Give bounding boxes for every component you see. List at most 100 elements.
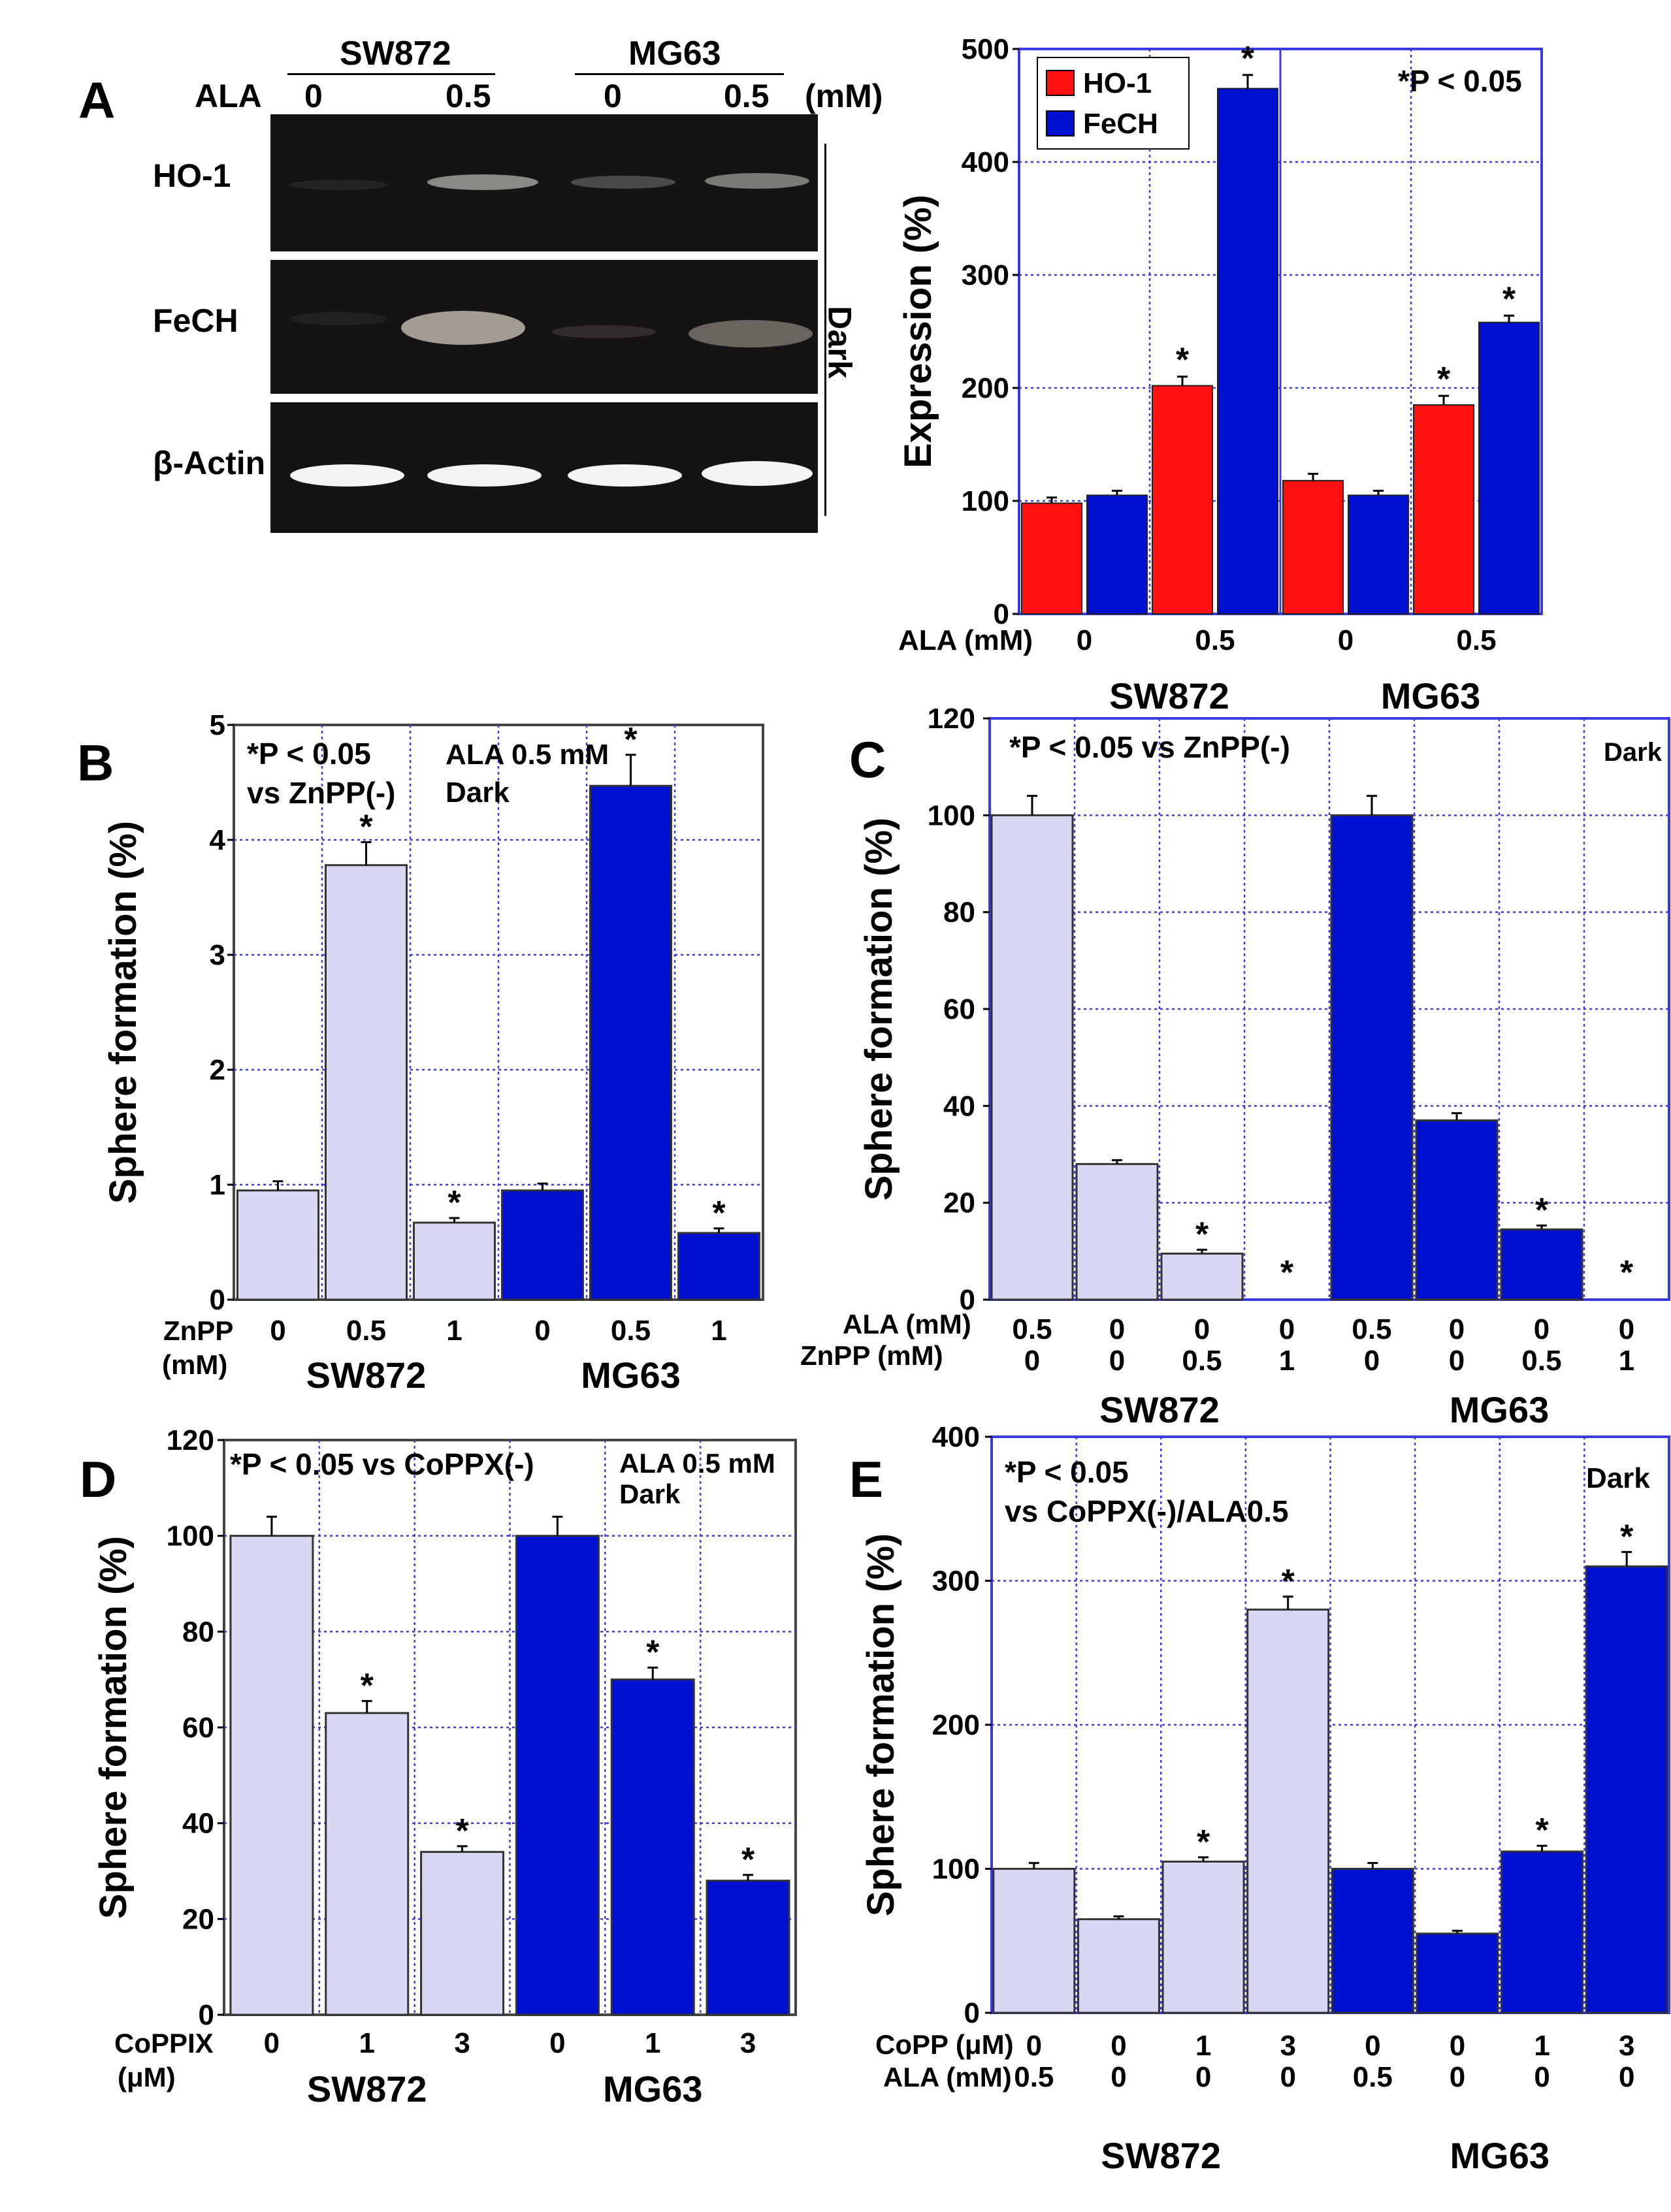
- y-tick-label-d-0: 0: [199, 1999, 214, 2031]
- row-label-c-0: ALA (mM): [843, 1309, 971, 1339]
- x-cat-label-b-1-0: 0.5: [346, 1315, 386, 1347]
- bar-b-1: [325, 864, 408, 1301]
- x-cat-label-d-4-0: 1: [645, 2027, 660, 2059]
- sig-star-b-4: *: [624, 721, 638, 759]
- x-prefix-a-chart: ALA (mM): [898, 624, 1033, 656]
- bar-e-3: [1246, 1609, 1330, 2014]
- annotation-e-1: vs CoPPX(-)/ALA0.5: [1005, 1494, 1289, 1528]
- group-line-sw872: [287, 73, 495, 75]
- y-tick-label-a-chart-3: 300: [962, 259, 1009, 291]
- bar-a-chart-fech-3: [1478, 321, 1540, 615]
- band-ho1-lane3: [571, 176, 675, 189]
- annotation-a-chart: *P < 0.05: [1398, 64, 1522, 98]
- sig-star-d-1: *: [361, 1667, 374, 1705]
- group-label-c-0: SW872: [1099, 1389, 1220, 1430]
- y-tick-label-c-4: 80: [943, 897, 975, 929]
- bar-d-1: [325, 1712, 410, 2016]
- x-cat-label-e-7-1: 0: [1619, 2061, 1634, 2093]
- y-tick-label-c-1: 20: [943, 1187, 975, 1219]
- ala-lane-label: ALA: [195, 78, 262, 114]
- y-tick-label-b-5: 5: [210, 709, 225, 741]
- conc-unit: (mM): [805, 78, 883, 114]
- band-fech-lane1: [290, 312, 388, 325]
- legend-swatch-fech: [1046, 110, 1075, 136]
- annotation-c-0: *P < 0.05 vs ZnPP(-): [1009, 730, 1290, 764]
- row-label-e-1: ALA (mM): [883, 2062, 1012, 2092]
- lane-conc-3: 0: [604, 78, 622, 114]
- band-ho1-lane2: [427, 174, 538, 190]
- lane-conc-2: 0.5: [446, 78, 491, 114]
- bar-e-0: [992, 1868, 1076, 2014]
- bar-a-chart-ho-1-0: [1021, 502, 1082, 615]
- x-cat-label-e-0-0: 0: [1026, 2030, 1042, 2062]
- sig-star-e-2: *: [1197, 1823, 1210, 1861]
- x-cat-label-e-4-1: 0.5: [1353, 2061, 1393, 2093]
- y-tick-label-b-4: 4: [210, 824, 226, 856]
- sig-star-a-chart-0-3: *: [1437, 361, 1451, 398]
- group-line-mg63: [575, 73, 784, 75]
- x-cat-label-c-1-0: 0: [1109, 1313, 1125, 1345]
- band-ho1-lane1: [290, 180, 388, 190]
- y-axis-label-c: Sphere formation (%): [858, 818, 900, 1201]
- y-tick-label-c-3: 60: [943, 993, 975, 1025]
- annotation-b-1: vs ZnPP(-): [247, 776, 395, 810]
- x-cat-label-e-1-1: 0: [1111, 2061, 1126, 2093]
- y-tick-label-a-chart-4: 400: [962, 146, 1009, 178]
- x-cat-label-c-4-1: 0: [1364, 1345, 1380, 1377]
- group-label-c-1: MG63: [1450, 1389, 1549, 1430]
- x-cat-label-c-2-1: 0.5: [1182, 1345, 1222, 1377]
- x-cat-label-c-7-0: 0: [1619, 1313, 1634, 1345]
- bar-e-7: [1585, 1565, 1668, 2014]
- sig-star-d-5: *: [741, 1841, 755, 1879]
- annotation-d-2: Dark: [619, 1479, 681, 1509]
- y-axis-label-b: Sphere formation (%): [102, 821, 144, 1204]
- panel-letter-e: E: [849, 1451, 883, 1508]
- x-cat-label-b-5-0: 1: [711, 1315, 726, 1347]
- x-cat-label-e-5-0: 0: [1450, 2030, 1465, 2062]
- legend-label-fech: FeCH: [1083, 108, 1158, 140]
- x-cat-label-d-2-0: 3: [454, 2027, 470, 2059]
- bar-b-2: [413, 1221, 496, 1301]
- sig-star-c-6: *: [1535, 1192, 1549, 1230]
- band-actin-lane1: [290, 464, 404, 487]
- group-label-e-0: SW872: [1101, 2135, 1221, 2176]
- bar-d-2: [420, 1851, 505, 2016]
- panel-letter-a: A: [78, 71, 116, 129]
- row-label-d-0: CoPPIX: [114, 2028, 214, 2059]
- group-label-b-1: MG63: [581, 1354, 681, 1396]
- annotation-c-1: Dark: [1604, 738, 1663, 767]
- row-label-b-0: ZnPP: [163, 1315, 233, 1346]
- x-cat-label-e-1-0: 0: [1111, 2030, 1126, 2062]
- x-cat-label-c-6-0: 0: [1534, 1313, 1549, 1345]
- annotation-b-3: Dark: [446, 777, 510, 809]
- x-cat-label-c-3-1: 1: [1279, 1345, 1295, 1377]
- row-label-ho1: HO-1: [153, 157, 231, 194]
- x-cat-label-c-3-0: 0: [1279, 1313, 1295, 1345]
- bar-a-chart-fech-0: [1086, 494, 1148, 615]
- group-label-b-0: SW872: [306, 1354, 427, 1396]
- y-tick-label-c-2: 40: [943, 1090, 975, 1122]
- annotation-d-0: *P < 0.05 vs CoPPX(-): [230, 1447, 534, 1481]
- y-tick-label-d-2: 40: [182, 1808, 214, 1840]
- x-cat-label-b-4-0: 0.5: [611, 1315, 651, 1347]
- bar-c-1: [1075, 1162, 1159, 1301]
- legend-label-ho-1: HO-1: [1083, 67, 1152, 99]
- bar-e-5: [1416, 1932, 1499, 2014]
- x-cat-label-c-5-1: 0: [1449, 1345, 1465, 1377]
- x-cat-label-c-1-1: 0: [1109, 1345, 1125, 1377]
- y-tick-label-d-1: 20: [182, 1903, 214, 1935]
- group-label-d-1: MG63: [603, 2068, 703, 2109]
- annotation-d-1: ALA 0.5 mM: [619, 1448, 775, 1479]
- sig-star-b-2: *: [447, 1184, 461, 1222]
- y-tick-label-e-1: 100: [932, 1853, 980, 1885]
- y-tick-label-e-4: 400: [932, 1421, 980, 1453]
- bar-a-chart-ho-1-2: [1282, 479, 1344, 615]
- bar-e-1: [1077, 1918, 1160, 2014]
- lane-conc-4: 0.5: [724, 78, 770, 114]
- x-cat-label-d-5-0: 3: [740, 2027, 756, 2059]
- band-actin-lane2: [427, 464, 542, 487]
- x-cat-label-e-0-1: 0.5: [1014, 2061, 1054, 2093]
- band-actin-lane4: [702, 461, 813, 486]
- y-tick-label-b-2: 2: [210, 1054, 225, 1086]
- group-label-mg63: MG63: [628, 35, 721, 72]
